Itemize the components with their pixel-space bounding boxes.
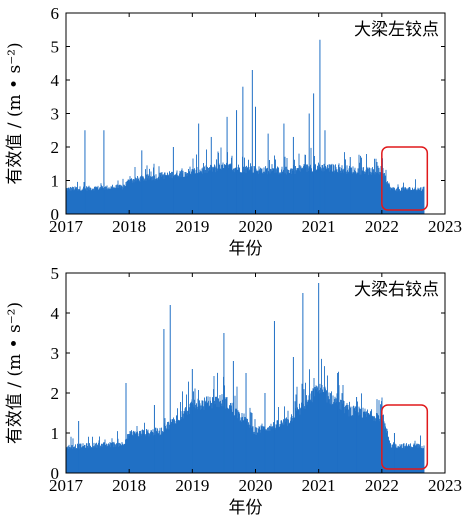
- x-tick-label: 2020: [239, 476, 273, 495]
- x-tick-label: 2023: [428, 217, 462, 236]
- x-tick-label: 2022: [365, 476, 399, 495]
- x-tick-label: 2019: [175, 476, 209, 495]
- x-tick-label: 2017: [49, 476, 84, 495]
- x-tick-label: 2023: [428, 476, 462, 495]
- y-tick-label: 3: [51, 344, 60, 363]
- bottom-chart-panel: 2017 2018 2019 2020 2021 2022 2023 0 1 2 3 4 5 大梁右铰点年…: [5, 264, 462, 518]
- x-axis-label: 年份: [229, 239, 263, 259]
- x-axis-label: 年份: [229, 498, 263, 518]
- x-tick-label: 2021: [302, 217, 336, 236]
- y-tick-label: 6: [51, 4, 60, 23]
- x-tick-label: 2021: [302, 476, 336, 495]
- y-axis-label: 有效值 / (m • s⁻²): [5, 42, 25, 184]
- signal-series: [65, 39, 425, 214]
- y-tick-label: 4: [51, 71, 60, 90]
- y-tick-label: 1: [51, 172, 60, 191]
- y-tick-label: 3: [51, 105, 60, 124]
- x-tick-label: 2019: [175, 217, 209, 236]
- top-chart-panel: 2017 2018 2019 2020 2021 2022 2023 0 1 2 3 4 5 6 大梁左铰点…: [5, 4, 462, 259]
- highlight-box: [381, 146, 429, 211]
- x-tick-label: 2018: [112, 217, 146, 236]
- y-tick-label: 5: [51, 264, 60, 283]
- y-axis-label: 有效值 / (m • s⁻²): [5, 302, 25, 444]
- panel-annotation: 大梁右铰点: [354, 280, 439, 300]
- y-tick-label: 1: [51, 424, 60, 443]
- x-tick-label: 2017: [49, 217, 84, 236]
- x-tick-label: 2022: [365, 217, 399, 236]
- highlight-box: [381, 404, 429, 470]
- y-tick-label: 2: [51, 138, 60, 157]
- y-tick-label: 0: [51, 464, 60, 483]
- x-tick-label: 2018: [112, 476, 146, 495]
- y-tick-label: 5: [51, 38, 60, 57]
- y-tick-label: 0: [51, 205, 60, 224]
- panel-annotation: 大梁左铰点: [354, 20, 439, 40]
- x-tick-label: 2020: [239, 217, 273, 236]
- y-tick-label: 4: [51, 304, 60, 323]
- y-tick-label: 2: [51, 384, 60, 403]
- signal-series: [65, 283, 425, 473]
